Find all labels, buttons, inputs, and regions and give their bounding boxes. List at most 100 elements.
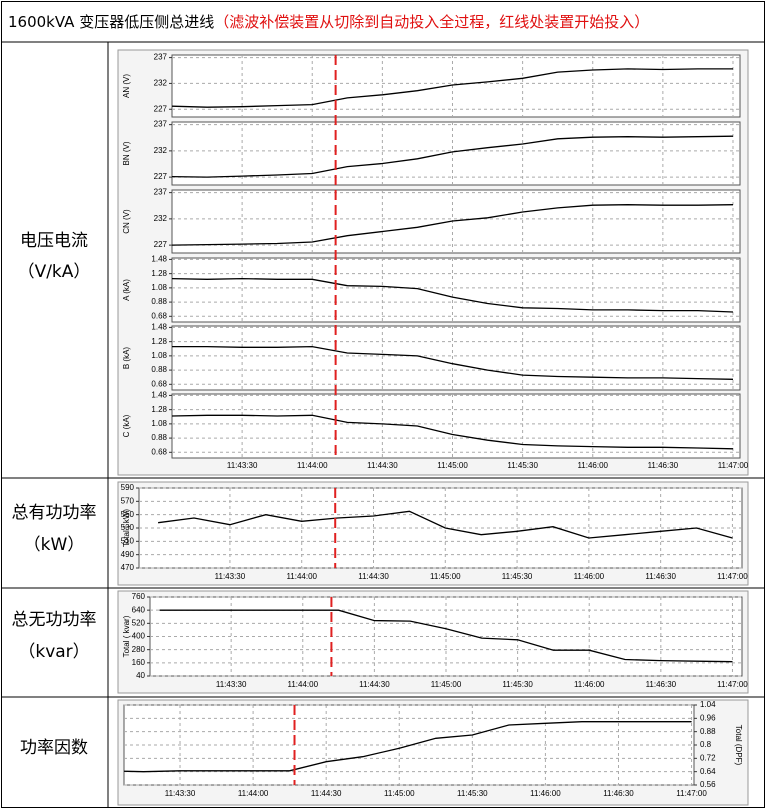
y-tick-label: 40 [136, 671, 145, 680]
x-tick-label: 11:46:00 [530, 789, 561, 798]
y-tick-label: 237 [154, 188, 168, 197]
header-title: 1600kVA 变压器低压侧总进线 [8, 13, 214, 31]
row-unit: （V/kA） [18, 262, 91, 282]
y-tick-label: 237 [154, 53, 168, 62]
series-line [172, 345, 734, 380]
y-tick-label: 280 [132, 645, 146, 654]
y-tick-label: 1.28 [151, 337, 167, 346]
y-tick-label: 1.48 [151, 323, 167, 332]
y-tick-label: 1.04 [700, 700, 716, 709]
plot-area [171, 393, 741, 459]
y-tick-label: 0.56 [700, 780, 716, 789]
row-label: 功率因数 [20, 738, 88, 758]
y-tick-label: 470 [121, 563, 135, 572]
y-tick-label: 1.08 [151, 351, 167, 360]
x-tick-label: 11:45:00 [384, 789, 415, 798]
series-line [172, 204, 734, 246]
x-tick-label: 11:44:00 [238, 789, 269, 798]
y-axis-label: BN (V) [122, 141, 131, 165]
y-tick-label: 227 [154, 172, 168, 181]
x-tick-label: 11:47:00 [717, 680, 748, 689]
y-tick-label: 0.88 [700, 727, 716, 736]
x-tick-label: 11:45:00 [431, 680, 462, 689]
y-tick-label: 0.64 [700, 767, 716, 776]
y-tick-label: 232 [154, 79, 168, 88]
y-tick-label: 1.48 [151, 391, 167, 400]
x-tick-label: 11:45:00 [430, 572, 461, 581]
x-tick-label: 11:44:00 [297, 461, 328, 470]
plot-area [171, 54, 741, 118]
series-line [172, 68, 733, 108]
y-tick-label: 1.08 [151, 419, 167, 428]
y-tick-label: 510 [121, 536, 135, 545]
y-axis-label: Total ( kW) [122, 509, 131, 548]
y-tick-label: 530 [121, 523, 135, 532]
x-tick-label: 11:43:30 [165, 789, 196, 798]
y-axis-label: Total (DPF) [734, 725, 743, 766]
x-tick-label: 11:45:30 [457, 789, 488, 798]
header-note: （滤波补偿装置从切除到自动投入全过程，红线处装置开始投入） [214, 13, 649, 31]
x-tick-label: 11:46:30 [603, 789, 634, 798]
header: 1600kVA 变压器低压侧总进线（滤波补偿装置从切除到自动投入全过程，红线处装… [8, 13, 649, 31]
y-tick-label: 227 [154, 104, 168, 113]
y-tick-label: 232 [154, 214, 168, 223]
x-tick-label: 11:47:00 [717, 572, 748, 581]
y-tick-label: 640 [132, 605, 146, 614]
series-line [172, 135, 734, 178]
row-label: 电压电流 [20, 231, 88, 251]
x-tick-label: 11:45:30 [502, 680, 533, 689]
plot-area [171, 257, 741, 323]
y-tick-label: 590 [121, 483, 135, 492]
y-tick-label: 227 [154, 240, 168, 249]
plot-area [171, 189, 741, 254]
y-tick-label: 570 [121, 496, 135, 505]
x-tick-label: 11:47:00 [676, 789, 707, 798]
y-tick-label: 760 [132, 592, 146, 601]
x-tick-label: 11:44:30 [358, 572, 389, 581]
series-line [159, 609, 733, 663]
x-tick-label: 11:46:30 [648, 461, 679, 470]
x-tick-label: 11:44:30 [367, 461, 398, 470]
y-axis-label: CN (V) [122, 209, 131, 234]
y-tick-label: 0.68 [151, 447, 167, 456]
x-tick-label: 11:44:30 [311, 789, 342, 798]
row-unit: （kW） [24, 535, 85, 555]
y-tick-label: 0.88 [151, 433, 167, 442]
y-tick-label: 0.72 [700, 753, 716, 762]
plot-area [171, 325, 741, 391]
x-tick-label: 11:43:30 [227, 461, 258, 470]
row-unit: （kvar） [18, 642, 89, 662]
y-axis-label: A (kA) [122, 279, 131, 301]
y-tick-label: 490 [121, 550, 135, 559]
y-tick-label: 237 [154, 120, 168, 129]
series-line [172, 277, 734, 313]
y-tick-label: 160 [132, 658, 146, 667]
x-tick-label: 11:46:00 [577, 461, 608, 470]
series-line [172, 414, 734, 450]
y-tick-label: 0.88 [151, 297, 167, 306]
row-label: 总无功功率 [12, 610, 97, 630]
x-tick-label: 11:45:30 [507, 461, 538, 470]
y-tick-label: 1.48 [151, 255, 167, 264]
x-tick-label: 11:45:00 [437, 461, 468, 470]
x-tick-label: 11:43:30 [215, 572, 246, 581]
series-line [158, 510, 733, 539]
y-tick-label: 400 [132, 632, 146, 641]
row-label: 总有功功率 [12, 503, 97, 523]
y-tick-label: 550 [121, 510, 135, 519]
x-tick-label: 11:47:00 [718, 461, 749, 470]
plot-area [171, 121, 741, 186]
x-tick-label: 11:46:30 [646, 680, 677, 689]
y-axis-label: C (kA) [122, 414, 131, 437]
y-tick-label: 0.96 [700, 713, 716, 722]
y-axis-label: Total ( kvar) [122, 615, 131, 657]
x-tick-label: 11:44:00 [286, 572, 317, 581]
x-tick-label: 11:46:00 [574, 572, 605, 581]
y-axis-label: AN (V) [122, 74, 131, 98]
x-tick-label: 11:43:30 [216, 680, 247, 689]
y-tick-label: 520 [132, 618, 146, 627]
x-tick-label: 11:45:30 [502, 572, 533, 581]
y-tick-label: 0.68 [151, 311, 167, 320]
